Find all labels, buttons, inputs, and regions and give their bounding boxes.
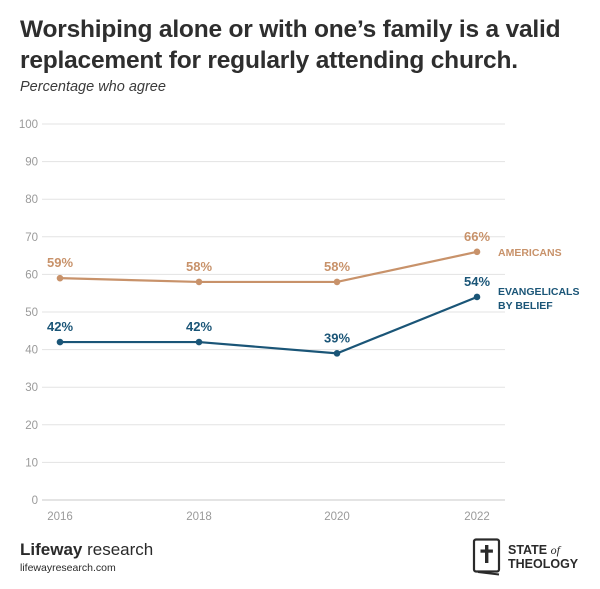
data-label: 58% [186,259,212,274]
chart-subtitle: Percentage who agree [20,79,166,95]
data-point [56,338,64,346]
brand-bold: Lifeway [20,540,83,559]
logo-theology: THEOLOGY [508,557,579,571]
y-tick-label: 30 [25,382,38,394]
y-tick-label: 80 [25,194,38,206]
data-point [195,278,203,286]
y-tick-label: 0 [32,495,38,507]
series-line [60,295,478,355]
y-tick-label: 20 [25,420,38,432]
data-label: 39% [324,330,350,345]
y-tick-label: 50 [25,307,38,319]
y-tick-label: 10 [25,457,38,469]
brand-url: lifewayresearch.com [20,562,116,574]
data-point [333,350,341,357]
y-tick-label: 40 [25,345,38,357]
series-line [59,250,478,284]
data-point [473,293,481,301]
brand-name: Lifeway research [20,540,153,560]
logo-state: STATE [508,543,548,557]
x-tick-label: 2022 [464,511,490,523]
x-tick-label: 2016 [47,511,73,523]
data-label: 54% [464,274,490,289]
series-label: AMERICANS [498,247,562,259]
y-tick-label: 90 [25,157,38,169]
lifeway-research-logo: Lifeway research lifewayresearch.com [20,540,153,574]
data-label: 58% [324,259,350,274]
chart-title-line-1: Worshiping alone or with one’s family is… [20,16,561,43]
y-tick-label: 60 [25,269,38,281]
data-label: 66% [464,229,490,244]
brand-light: research [82,540,154,559]
series-label: EVANGELICALS [498,286,579,298]
x-tick-label: 2020 [324,511,350,523]
data-point [333,278,341,286]
y-tick-label: 100 [19,119,38,131]
line-chart: 0 10 20 30 40 50 60 70 80 90 100 2016 2018 2020 2022 5… [19,119,580,523]
logo-of: of [550,543,560,557]
state-of-theology-logo: STATE of THEOLOGY [472,538,578,576]
bible-icon [472,538,501,576]
data-point [195,338,203,346]
chart-title-line-2: replacement for regularly attending chur… [20,47,518,74]
data-label: 42% [47,319,73,334]
y-tick-label: 70 [25,232,38,244]
data-point [473,248,481,256]
data-label: 59% [47,255,73,270]
logo-text: STATE of THEOLOGY [508,543,578,571]
data-point [56,274,64,282]
data-label: 42% [186,319,212,334]
chart-title: Worshiping alone or with one’s family is… [20,14,590,76]
series-label: BY BELIEF [498,300,553,312]
x-tick-label: 2018 [186,511,212,523]
